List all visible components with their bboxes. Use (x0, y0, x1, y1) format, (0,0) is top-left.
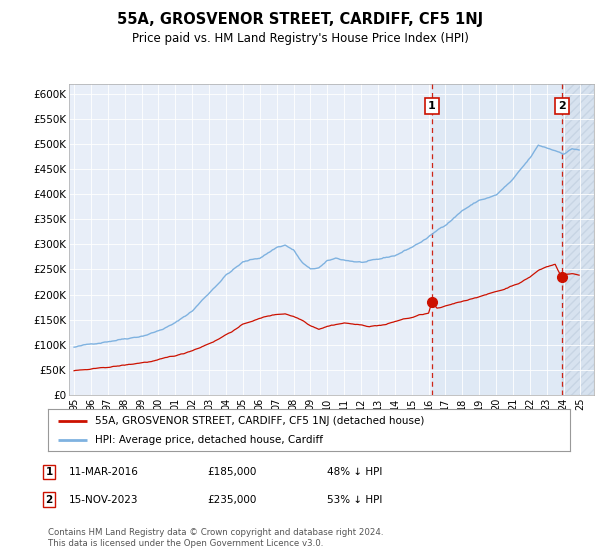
Text: 15-NOV-2023: 15-NOV-2023 (69, 494, 139, 505)
Text: HPI: Average price, detached house, Cardiff: HPI: Average price, detached house, Card… (95, 435, 323, 445)
Text: £235,000: £235,000 (207, 494, 256, 505)
Text: 48% ↓ HPI: 48% ↓ HPI (327, 467, 382, 477)
Bar (432, 84, 562, 395)
Text: 11-MAR-2016: 11-MAR-2016 (69, 467, 139, 477)
Text: Price paid vs. HM Land Registry's House Price Index (HPI): Price paid vs. HM Land Registry's House … (131, 32, 469, 45)
Text: 1: 1 (428, 101, 436, 111)
Text: Contains HM Land Registry data © Crown copyright and database right 2024.
This d: Contains HM Land Registry data © Crown c… (48, 528, 383, 548)
Text: £185,000: £185,000 (207, 467, 256, 477)
Bar (562, 84, 594, 395)
Text: 55A, GROSVENOR STREET, CARDIFF, CF5 1NJ (detached house): 55A, GROSVENOR STREET, CARDIFF, CF5 1NJ … (95, 416, 424, 426)
Text: 2: 2 (558, 101, 565, 111)
Text: 2: 2 (46, 494, 53, 505)
Text: 1: 1 (46, 467, 53, 477)
Text: 53% ↓ HPI: 53% ↓ HPI (327, 494, 382, 505)
Text: 55A, GROSVENOR STREET, CARDIFF, CF5 1NJ: 55A, GROSVENOR STREET, CARDIFF, CF5 1NJ (117, 12, 483, 27)
